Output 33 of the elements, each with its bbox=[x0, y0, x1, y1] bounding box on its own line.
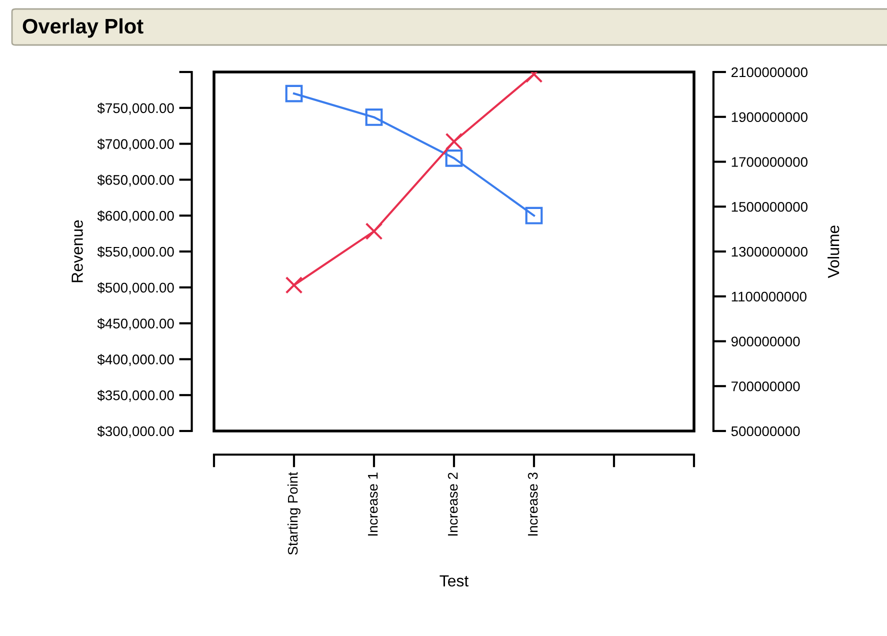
x-tick-label: Increase 1 bbox=[368, 472, 378, 536]
y2-tick-label: 1300000000 bbox=[732, 246, 808, 257]
y-tick-label: $450,000.00 bbox=[97, 318, 174, 330]
y2-tick-label: 1700000000 bbox=[732, 157, 808, 167]
y-tick-label: $500,000.00 bbox=[97, 282, 174, 294]
y-tick-label: $400,000.00 bbox=[97, 354, 174, 366]
y-tick-label: $300,000.00 bbox=[97, 426, 174, 438]
y2-tick-label: 500000000 bbox=[731, 426, 800, 436]
y-tick-label: $750,000.00 bbox=[97, 102, 174, 115]
x-axis-title: Test bbox=[440, 575, 469, 587]
point bbox=[365, 222, 383, 240]
x-tick-label: Starting Point bbox=[288, 472, 300, 555]
x-tick-label: Increase 2 bbox=[448, 472, 458, 536]
y-axis-title: Revenue bbox=[72, 220, 83, 282]
y-tick-label: $650,000.00 bbox=[97, 174, 174, 187]
y2-tick-label: 900000000 bbox=[731, 336, 800, 346]
point bbox=[365, 108, 383, 126]
y-tick-label: $550,000.00 bbox=[97, 246, 174, 258]
point bbox=[445, 149, 463, 167]
chart-title: Overlay Plot bbox=[22, 18, 144, 38]
point bbox=[285, 276, 303, 294]
y2-tick-label: 1500000000 bbox=[732, 202, 808, 212]
y2-tick-label: 1100000000 bbox=[732, 292, 806, 302]
y2-tick-label: 2100000000 bbox=[732, 67, 808, 78]
y2-tick-label: 1900000000 bbox=[732, 112, 808, 122]
point bbox=[525, 206, 543, 224]
y-tick-label: $600,000.00 bbox=[97, 210, 174, 222]
point bbox=[285, 84, 303, 102]
x-tick-label: Increase 3 bbox=[528, 472, 538, 536]
y-tick-label: $350,000.00 bbox=[97, 390, 174, 402]
y2-axis-title: Volume bbox=[827, 226, 840, 278]
y2-tick-label: 700000000 bbox=[732, 381, 800, 392]
y-tick-label: $700,000.00 bbox=[97, 138, 174, 151]
